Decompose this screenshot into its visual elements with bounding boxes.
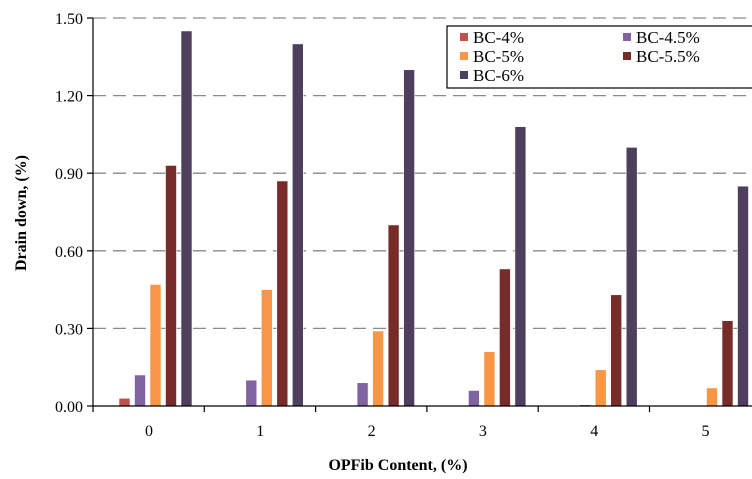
bar-bc-6--cat-0 bbox=[180, 30, 193, 407]
gridlines bbox=[93, 17, 752, 330]
y-tick-label: 0.00 bbox=[55, 399, 83, 416]
legend: BC-4% BC-4.5% BC-5% BC-5.5% BC-6% bbox=[446, 25, 752, 89]
bar-bc-5-5--cat-0 bbox=[165, 165, 177, 407]
bar-bc-5--cat-5 bbox=[706, 387, 718, 407]
bar-bc-6--cat-1 bbox=[291, 43, 304, 407]
bar-bc-4-5--cat-0 bbox=[134, 374, 146, 407]
legend-label: BC-4.5% bbox=[636, 28, 700, 47]
legend-swatch bbox=[460, 52, 468, 60]
legend-swatch bbox=[460, 71, 468, 79]
legend-label: BC-5% bbox=[473, 47, 524, 66]
bar-bc-5--cat-0 bbox=[149, 284, 162, 407]
bar-bc-6--cat-5 bbox=[737, 185, 749, 407]
bar-bc-5-5--cat-5 bbox=[721, 320, 734, 407]
bar-bc-6--cat-2 bbox=[403, 69, 415, 407]
x-tick-label: 5 bbox=[702, 423, 710, 440]
x-tick-label: 1 bbox=[256, 423, 264, 440]
bar-bc-5--cat-4 bbox=[594, 369, 607, 407]
bar-bc-5--cat-3 bbox=[483, 351, 496, 407]
bar-bc-5--cat-2 bbox=[372, 330, 384, 407]
y-tick-label: 0.30 bbox=[55, 321, 83, 338]
legend-swatch bbox=[460, 33, 468, 41]
legend-swatch bbox=[623, 33, 631, 41]
legend-swatch bbox=[623, 52, 631, 60]
bar-bc-5-5--cat-3 bbox=[499, 268, 511, 407]
x-tick-label: 3 bbox=[479, 423, 487, 440]
bar-bc-5-5--cat-1 bbox=[276, 180, 289, 407]
legend-label: BC-5.5% bbox=[636, 47, 700, 66]
bars bbox=[118, 30, 749, 407]
bar-bc-4--cat-0 bbox=[118, 397, 131, 407]
legend-label: BC-6% bbox=[473, 66, 524, 85]
bar-bc-4-5--cat-3 bbox=[468, 390, 480, 407]
bar-bc-4-5--cat-1 bbox=[245, 379, 258, 407]
legend-box bbox=[446, 25, 752, 89]
x-tick-label: 0 bbox=[145, 423, 153, 440]
bar-bc-4-5--cat-2 bbox=[356, 382, 369, 407]
bar-bc-6--cat-3 bbox=[514, 126, 527, 407]
bar-bc-5--cat-1 bbox=[260, 289, 273, 407]
bar-bc-5-5--cat-2 bbox=[387, 224, 400, 407]
x-tick-label: 4 bbox=[590, 423, 598, 440]
axes bbox=[87, 17, 752, 412]
x-tick-label: 2 bbox=[368, 423, 376, 440]
y-tick-label: 1.50 bbox=[55, 11, 83, 28]
legend-label: BC-4% bbox=[473, 28, 524, 47]
bar-bc-6--cat-4 bbox=[625, 147, 638, 407]
x-axis-title: OPFib Content, (%) bbox=[328, 457, 467, 474]
y-tick-label: 0.60 bbox=[55, 244, 83, 261]
y-axis-title: Drain down, (%) bbox=[13, 155, 30, 271]
y-tick-label: 0.90 bbox=[55, 166, 83, 183]
y-tick-label: 1.20 bbox=[55, 89, 83, 106]
bar-bc-5-5--cat-4 bbox=[610, 294, 623, 407]
tick-labels: 0.00 0.30 0.60 0.90 1.20 1.50 0 1 2 3 4 5 bbox=[55, 11, 710, 440]
